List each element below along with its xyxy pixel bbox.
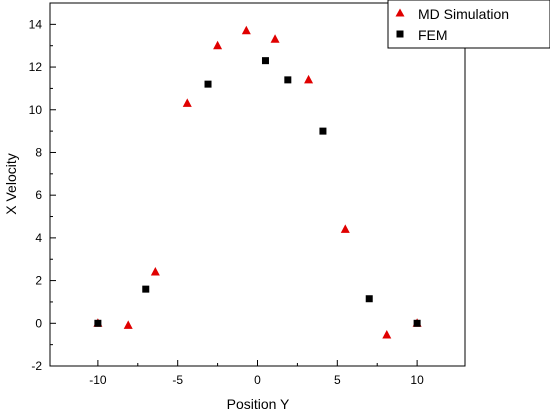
legend-marker-fem <box>396 30 404 38</box>
point-fem <box>142 285 150 293</box>
plot-frame <box>49 2 466 367</box>
legend-marker-md-simulation <box>395 8 405 17</box>
y-tick-label: 12 <box>29 60 43 74</box>
point-md-simulation <box>382 330 392 339</box>
point-fem <box>261 57 269 65</box>
legend-label-fem: FEM <box>418 27 448 43</box>
data-points <box>93 25 422 339</box>
point-fem <box>204 80 212 88</box>
x-axis-label: Position Y <box>227 396 290 412</box>
y-axis-label: X Velocity <box>3 153 19 214</box>
point-md-simulation <box>182 98 192 107</box>
axis-ticks: -10 -5 0 5 10 -2 0 2 4 6 8 10 12 14 <box>29 17 424 387</box>
x-tick-label: -10 <box>89 373 107 387</box>
x-tick-label: 0 <box>254 373 261 387</box>
point-md-simulation <box>213 40 223 50</box>
plot-area <box>49 2 466 367</box>
point-fem <box>284 76 292 84</box>
point-md-simulation <box>241 25 251 35</box>
point-fem <box>365 295 373 303</box>
y-tick-label: 14 <box>29 17 43 31</box>
point-md-simulation <box>123 320 133 329</box>
y-tick-label: 8 <box>35 145 42 159</box>
point-md-simulation <box>270 34 280 43</box>
y-tick-label: 6 <box>35 188 42 202</box>
x-tick-label: -5 <box>172 373 183 387</box>
point-fem <box>94 319 102 327</box>
y-tick-label: 0 <box>35 316 42 330</box>
y-tick-label: -2 <box>31 359 42 373</box>
legend-label-md-simulation: MD Simulation <box>418 6 509 22</box>
point-md-simulation <box>304 74 314 84</box>
legend: MD Simulation FEM <box>387 0 550 49</box>
y-tick-label: 10 <box>29 103 43 117</box>
x-tick-label: 10 <box>410 373 424 387</box>
x-tick-label: 5 <box>334 373 341 387</box>
legend-box <box>387 0 550 49</box>
point-md-simulation <box>340 224 350 233</box>
point-md-simulation <box>150 267 160 276</box>
y-tick-label: 2 <box>35 274 42 288</box>
y-tick-label: 4 <box>35 231 42 245</box>
point-fem <box>413 319 421 327</box>
point-fem <box>319 127 327 135</box>
